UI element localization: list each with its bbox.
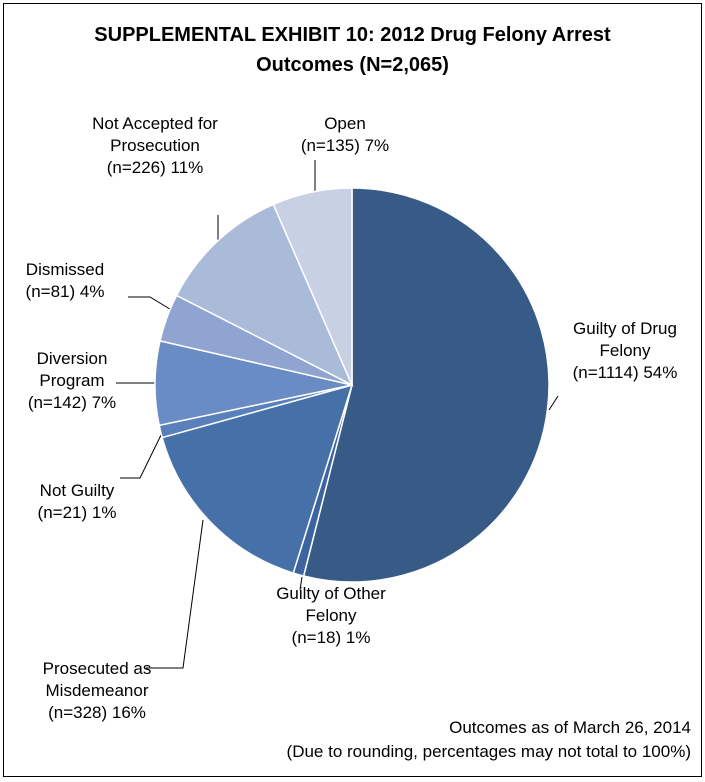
value-label: (n=135) 7% <box>300 136 390 155</box>
category-name: Guilty of Drug Felony <box>573 319 677 360</box>
pie-slice <box>161 383 354 574</box>
value-label: (n=328) 16% <box>48 703 146 722</box>
slice-label: Not Guilty (n=21) 1% <box>27 480 127 524</box>
pie-slice <box>272 187 353 386</box>
slice-label: Dismissed (n=81) 4% <box>15 259 115 303</box>
category-name: Diversion Program <box>36 349 108 390</box>
slice-label: Diversion Program (n=142) 7% <box>12 348 132 414</box>
slice-label: Open (n=135) 7% <box>285 113 405 157</box>
slice-label: Guilty of Drug Felony (n=1114) 54% <box>565 318 685 384</box>
category-name: Not Guilty <box>39 481 115 500</box>
category-name: Guilty of Other Felony <box>276 584 386 625</box>
leader-line <box>120 430 164 479</box>
footnote: Outcomes as of March 26, 2014 <box>449 718 691 737</box>
category-name: Not Accepted for Prosecution <box>92 114 218 155</box>
pie-slice <box>302 187 550 583</box>
leader-line <box>548 395 559 411</box>
category-name: Open <box>324 114 366 133</box>
value-label: (n=21) 1% <box>37 503 117 522</box>
value-label: (n=1114) 54% <box>572 363 678 382</box>
slice-label: Not Accepted for Prosecution (n=226) 11% <box>85 113 225 179</box>
category-name: Prosecuted as Misdemeanor <box>42 659 152 700</box>
value-label: (n=226) 11% <box>106 158 204 177</box>
value-label: (n=142) 7% <box>27 393 117 412</box>
leader-lines <box>116 160 559 669</box>
chart-title: SUPPLEMENTAL EXHIBIT 10: 2012 Drug Felon… <box>94 24 611 76</box>
leader-line <box>299 576 303 591</box>
footnote: (Due to rounding, percentages may not to… <box>286 742 691 761</box>
slice-label: Prosecuted as Misdemeanor (n=328) 16% <box>42 658 152 724</box>
value-label: (n=18) 1% <box>291 628 371 647</box>
pie-slice <box>175 203 354 387</box>
leader-line <box>128 296 179 315</box>
chart-frame <box>3 3 702 777</box>
slice-label: Guilty of Other Felony (n=18) 1% <box>276 583 386 649</box>
category-name: Dismissed <box>25 260 105 279</box>
leader-line <box>146 519 204 669</box>
value-label: (n=81) 4% <box>25 282 105 301</box>
